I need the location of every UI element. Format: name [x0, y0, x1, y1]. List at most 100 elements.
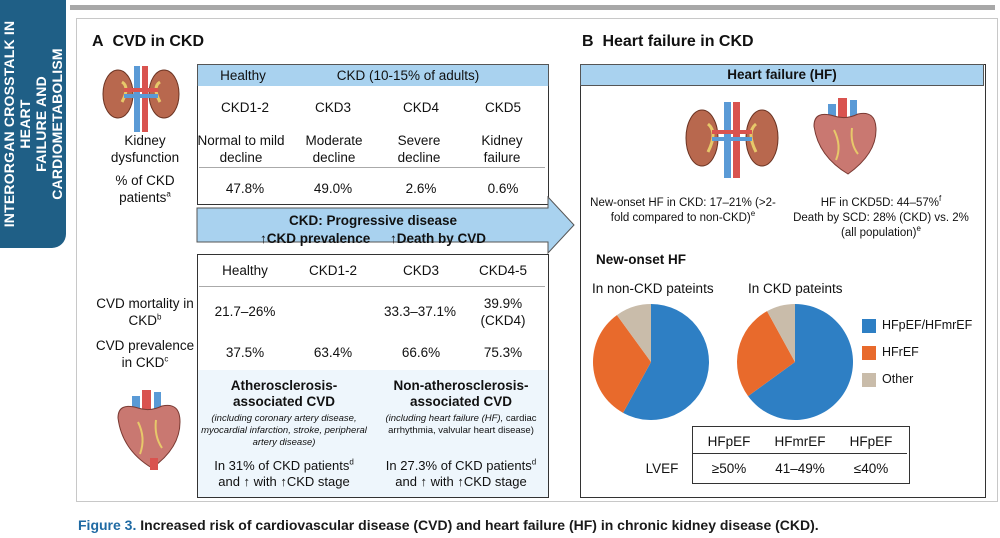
lvef-value-hfmref: 41–49% [775, 461, 825, 476]
legend-label-hfref: HFrEF [882, 345, 919, 359]
ckd-stage-table [197, 86, 549, 205]
prevalence-healthy: 37.5% [225, 345, 265, 360]
hf-ckd5d-stat: HF in CKD5D: 44–57% [820, 197, 939, 209]
pct-ckd-text: % of CKD patients [115, 173, 175, 205]
figure-number: Figure 3. [78, 517, 137, 533]
pct-ckd3: 49.0% [313, 181, 353, 196]
sidebar-line-2: FAILURE AND CARDIOMETABOLISM [33, 48, 65, 200]
athero-stat-text: In 31% of CKD patients [214, 458, 350, 473]
new-onset-title: New-onset HF [596, 252, 687, 267]
slice-hfref [737, 311, 795, 397]
col-ckd3: CKD3 [402, 263, 439, 278]
kidney-dysfunction-text: Kidney dysfunction [110, 133, 180, 165]
journal-sidebar-tab: INTERORGAN CROSSTALK IN HEART FAILURE AN… [0, 0, 66, 248]
pie-non-ckd [593, 304, 709, 420]
legend-swatch-hfref [862, 346, 876, 360]
hf-ckd5d-text: HF in CKD5D: 44–57%f Death by SCD: 28% (C… [786, 194, 976, 241]
up-arrow-icon: ↑ [390, 231, 397, 246]
new-onset-hf-text: New-onset HF in CKD: 17–21% (>2-fold com… [590, 196, 776, 226]
nonathero-stat-sup: d [531, 457, 537, 467]
stage-ckd5: CKD5 [484, 100, 521, 115]
panel-b-title: B Heart failure in CKD [582, 33, 754, 51]
athero-stat: In 31% of CKD patientsd and ↑ with ↑CKD s… [200, 458, 368, 490]
lvef-header-hfref: HFpEF [849, 434, 893, 449]
heart-illustration [117, 390, 181, 470]
athero-stat-tail: and ↑ with ↑CKD stage [218, 474, 350, 489]
nonathero-desc-italic: (including heart failure (HF), [385, 413, 504, 424]
up-arrow-icon: ↑ [260, 231, 267, 246]
pie-title-ckd: In CKD pateints [748, 281, 843, 296]
pct-ckd-label: % of CKD patientsa [95, 172, 195, 206]
nonathero-title: Non-atherosclerosis-associated CVD [393, 378, 529, 409]
col-ckd1-2: CKD1-2 [308, 263, 357, 278]
stage-ckd3: CKD3 [314, 100, 351, 115]
dysfunction-severe: Severe decline [397, 133, 441, 165]
cvd-mortality-label: CVD mortality in CKDb [92, 295, 198, 329]
new-onset-hf-stat: New-onset HF in CKD: 17–21% (>2-fold com… [590, 197, 776, 224]
legend-label-other: Other [882, 372, 914, 386]
scd-death-sup: e [916, 224, 921, 234]
pie-charts [593, 304, 853, 420]
lvef-header-hfmref: HFmrEF [774, 434, 826, 449]
hf-ckd5d-sup: f [939, 194, 942, 204]
nonathero-desc-text: cardiac arrhythmia, valvular heart disea… [388, 413, 537, 436]
cvd-types-box [197, 370, 549, 498]
progressive-title: CKD: Progressive disease [288, 213, 458, 228]
cvd-mortality-text: CVD mortality in CKD [96, 296, 194, 328]
slice-hfpef [623, 304, 709, 420]
panel-b-heading: Heart failure in CKD [602, 33, 754, 50]
panel-b-letter: B [582, 33, 594, 50]
nonathero-stat: In 27.3% of CKD patientsd and ↑ with ↑CKD… [376, 458, 546, 490]
mortality-ckd4-5: 39.9% (CKD4) [480, 296, 526, 328]
nonathero-stat-tail: and ↑ with ↑CKD stage [395, 474, 527, 489]
prevalence-ckd1-2: 63.4% [313, 345, 353, 360]
prevalence-ckd4-5: 75.3% [483, 345, 523, 360]
scd-death-stat: Death by SCD: 28% (CKD) vs. 2% (all popu… [793, 212, 969, 239]
pct-ckd-sup: a [166, 189, 171, 199]
kidney-illustration [102, 66, 180, 132]
legend-swatch-hfpef [862, 319, 876, 333]
progression-arrow [196, 196, 575, 254]
slice-other [767, 304, 795, 362]
panel-a-heading: CVD in CKD [112, 33, 205, 50]
prevalence-ckd3: 66.6% [401, 345, 441, 360]
pie-title-non-ckd: In non-CKD pateints [592, 281, 714, 296]
stage-ckd4: CKD4 [402, 100, 439, 115]
stage-ckd1-2: CKD1-2 [220, 100, 269, 115]
athero-desc: (including coronary artery disease, myoc… [201, 413, 367, 448]
lvef-row-label: LVEF [645, 461, 679, 476]
dysfunction-failure: Kidney failure [481, 133, 523, 165]
lvef-table [692, 426, 910, 484]
hf-heart-illustration [813, 98, 877, 175]
dysfunction-moderate: Moderate decline [305, 133, 363, 165]
figure-frame [76, 18, 998, 502]
hf-kidney-illustration [685, 102, 779, 178]
pct-ckd1-2: 47.8% [225, 181, 265, 196]
cvd-prevalence-label: CVD prevalence in CKDc [90, 337, 200, 371]
slice-other [616, 304, 651, 362]
sidebar-line-1: INTERORGAN CROSSTALK IN HEART [1, 20, 33, 228]
hf-header: Heart failure (HF) [580, 64, 984, 86]
death-cvd-up: ↑Death by CVD [390, 231, 486, 246]
lvef-header-hfpef: HFpEF [707, 434, 751, 449]
panel-a-letter: A [92, 33, 104, 50]
nonathero-desc: (including heart failure (HF), cardiac a… [376, 413, 546, 437]
ckd-prevalence-up: ↑CKD prevalence [260, 231, 370, 246]
pct-ckd4: 2.6% [405, 181, 437, 196]
athero-title: Atherosclerosis-associated CVD [230, 378, 338, 409]
mortality-ckd3: 33.3–37.1% [383, 304, 457, 319]
top-rule [70, 5, 995, 10]
pie-ckd [737, 304, 853, 420]
panel-a-title: A CVD in CKD [92, 33, 204, 51]
legend-label-hfpef: HFpEF/HFmrEF [882, 318, 973, 332]
table-divider [199, 167, 545, 168]
stage-header-bar: Healthy CKD (10-15% of adults) [197, 64, 549, 87]
cvd-prevalence-text: CVD prevalence in CKD [95, 338, 195, 370]
kidney-dysfunction-label: Kidney dysfunction [95, 132, 195, 166]
cvd-mortality-sup: b [157, 312, 162, 322]
lvef-value-hfref: ≤40% [853, 461, 889, 476]
slice-hfref [593, 315, 651, 413]
slice-hfpef [748, 304, 853, 420]
legend-swatch-other [862, 373, 876, 387]
mortality-healthy: 21.7–26% [214, 304, 276, 319]
